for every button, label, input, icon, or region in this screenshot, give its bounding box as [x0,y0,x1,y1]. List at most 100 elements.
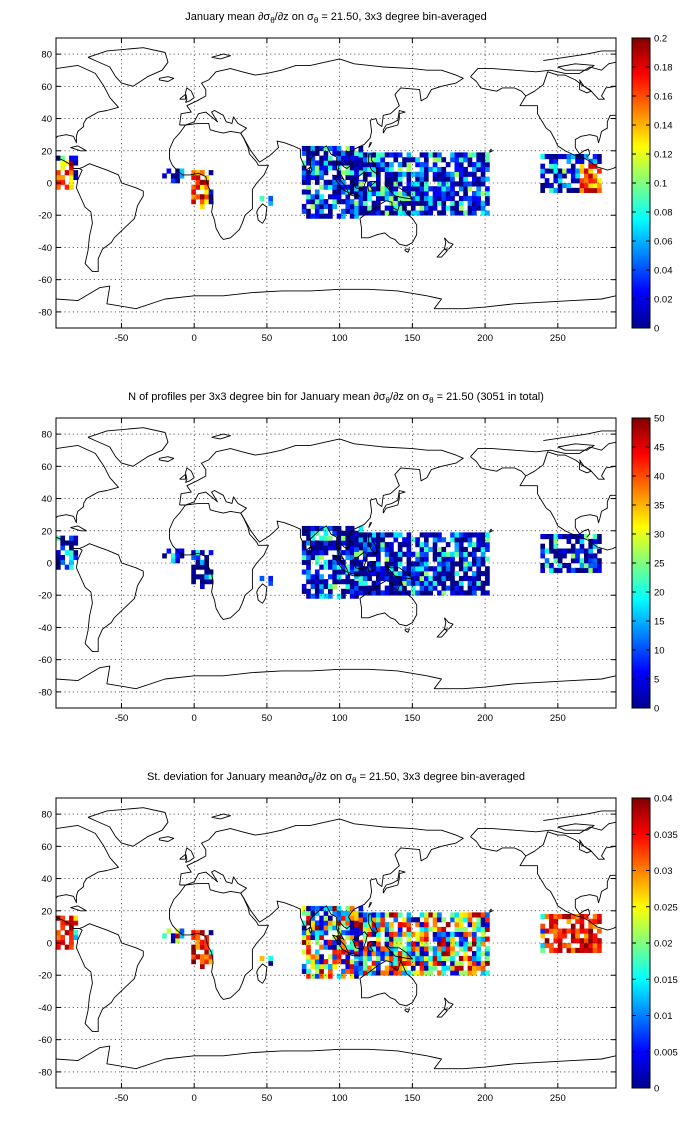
bin-cell [432,537,438,543]
coastline [368,142,373,148]
bin-cell [458,205,464,211]
bin-cell [549,183,554,189]
bin-cell [314,150,320,156]
bin-cell [384,532,390,538]
bin-cell [472,171,477,177]
bin-cell [200,574,205,580]
bin-cell [354,965,359,971]
bin-cell [332,579,338,585]
bin-cell [437,532,442,538]
bin-cell [323,920,329,926]
bin-cell [162,933,167,939]
bin-cell [597,534,602,540]
bin-cell [336,944,342,950]
bin-cell [441,176,447,182]
bin-cell [332,925,338,931]
bin-cell [553,553,559,559]
bin-cell [200,550,205,556]
bin-cell [597,187,602,193]
bin-cell [472,200,477,206]
bin-cell [445,542,451,548]
bin-cell [432,965,438,971]
bin-cell [362,936,368,942]
bin-cell [371,941,377,947]
bin-cell [354,590,359,596]
x-tick-label: 150 [404,1093,420,1104]
bin-cell [319,963,324,970]
bin-cell [349,930,355,936]
bin-cell [389,200,394,206]
bin-cell [336,915,342,921]
bin-cell [384,585,390,591]
bin-cell [371,951,377,957]
bin-cell [362,946,368,952]
bin-cell [476,166,482,173]
bin-cell [588,943,594,949]
y-tick-label: 0 [47,939,52,950]
bin-cell [597,918,602,924]
bin-cell [579,178,585,184]
bin-cell [380,970,386,976]
bin-cell [476,205,482,211]
bin-cell [393,946,399,952]
bin-cell [200,963,205,970]
coastline [489,148,493,153]
bin-cell [73,934,79,941]
bin-cell [69,920,74,926]
bin-cell [540,943,546,949]
bin-cell [358,525,364,532]
bin-cell [389,960,394,966]
bin-cell [314,203,320,210]
bin-cell [341,930,346,936]
bin-cell [354,200,359,206]
bin-cell [437,181,442,187]
bin-cell [170,558,176,564]
bin-cell [458,912,464,918]
bin-cell [419,566,425,572]
bin-cell [441,965,447,971]
bin-cell [393,171,399,177]
coastline [308,546,313,554]
bin-cell [432,917,438,923]
coastline [352,931,368,950]
bin-cell [170,173,176,179]
bin-cell [544,178,550,184]
bin-cell [306,593,311,599]
bin-cell [200,179,205,185]
bin-cell [332,179,338,185]
bin-cell [467,542,473,548]
coastline [256,583,268,604]
bin-cell [557,563,563,569]
bin-cell [389,941,394,947]
bin-cell [397,171,403,177]
bin-cell [358,152,364,158]
bin-cell [389,561,394,567]
bin-cell [476,566,482,572]
y-tick-label: 20 [41,526,52,537]
bin-cell [314,959,320,965]
bin-cell [584,947,589,953]
bin-cell [588,938,594,944]
bin-cell [376,955,381,962]
bin-cell [362,590,368,596]
bin-cell [397,941,403,947]
bin-cell [362,922,368,928]
bin-cell [428,585,434,591]
bin-cell [454,970,460,976]
bin-cell [476,181,482,187]
bin-cell [380,571,386,577]
bin-cell [380,955,386,962]
bin-cell [56,554,61,561]
bin-cell [540,548,546,554]
bin-cell [428,566,434,572]
y-tick-label: 60 [41,842,52,853]
bin-cell [410,181,416,187]
bin-cell [362,926,368,933]
bin-cell [200,583,205,590]
bin-cell [597,928,602,934]
bin-cell [195,939,201,945]
bin-cell [358,925,364,931]
bin-cell [314,910,320,916]
bin-cell [384,946,390,952]
bin-cell [584,173,589,179]
